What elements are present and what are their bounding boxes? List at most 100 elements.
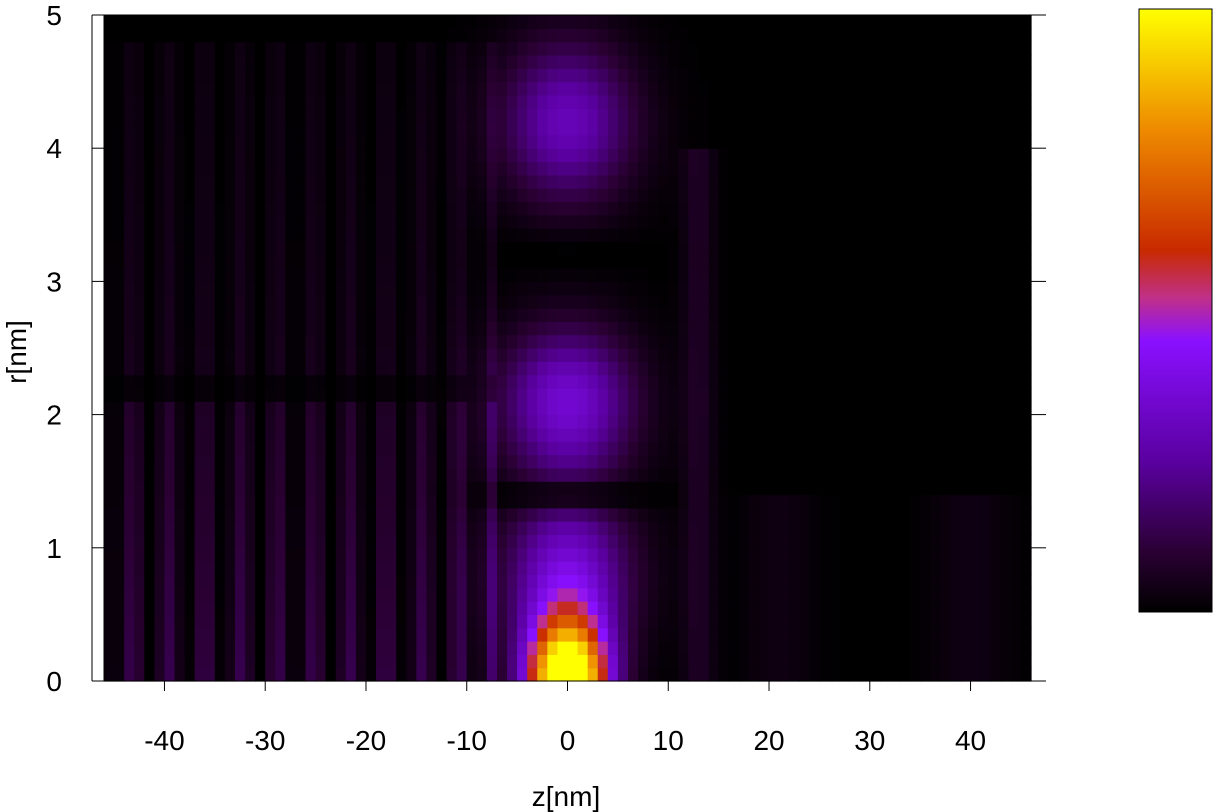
heatmap-cell <box>224 374 236 389</box>
heatmap-cell <box>496 321 508 336</box>
heatmap-cell <box>265 148 276 163</box>
heatmap-cell <box>345 587 357 602</box>
heatmap-cell <box>658 361 669 376</box>
heatmap-cell <box>607 441 619 456</box>
heatmap-cell <box>507 134 518 149</box>
heatmap-cell <box>104 667 115 682</box>
heatmap-cell <box>557 161 569 176</box>
heatmap-cell <box>648 334 659 349</box>
heatmap-cell <box>819 241 831 256</box>
heatmap-cell <box>285 228 297 243</box>
heatmap-cell <box>789 361 800 376</box>
heatmap-cell <box>355 361 367 376</box>
heatmap-cell <box>285 361 297 376</box>
heatmap-cell <box>930 161 941 176</box>
heatmap-cell <box>114 54 125 69</box>
heatmap-cell <box>758 68 770 83</box>
heatmap-cell <box>325 414 337 429</box>
heatmap-cell <box>134 121 145 136</box>
heatmap-cell <box>365 228 377 243</box>
heatmap-cell <box>446 361 458 376</box>
heatmap-cell <box>738 374 750 389</box>
heatmap-cell <box>486 241 498 256</box>
heatmap-cell <box>819 228 831 243</box>
heatmap-cell <box>1010 121 1022 136</box>
heatmap-cell <box>345 427 357 442</box>
heatmap-cell <box>910 54 921 69</box>
heatmap-cell <box>204 81 216 96</box>
heatmap-cell <box>214 268 226 282</box>
heatmap-cell <box>789 454 800 469</box>
heatmap-cell <box>789 161 800 176</box>
heatmap-cell <box>426 574 438 589</box>
heatmap-cell <box>668 254 679 269</box>
heatmap-cell <box>869 68 881 83</box>
heatmap-cell <box>265 334 276 349</box>
heatmap-cell <box>335 481 347 496</box>
heatmap-cell <box>355 228 367 243</box>
heatmap-cell <box>819 467 831 482</box>
heatmap-cell <box>960 174 972 189</box>
heatmap-cell <box>688 174 700 189</box>
heatmap-cell <box>507 28 518 43</box>
heatmap-cell <box>789 561 800 576</box>
heatmap-cell <box>194 627 206 642</box>
heatmap-cell <box>104 268 115 282</box>
heatmap-cell <box>164 54 176 69</box>
heatmap-cell <box>920 28 931 43</box>
heatmap-cell <box>688 641 700 655</box>
heatmap-cell <box>607 294 619 309</box>
heatmap-cell <box>557 481 569 496</box>
heatmap-cell <box>940 587 951 602</box>
heatmap-cell <box>819 627 831 642</box>
heatmap-cell <box>285 401 297 416</box>
heatmap-cell <box>124 15 135 29</box>
heatmap-cell <box>124 148 135 163</box>
heatmap-cell <box>930 201 941 216</box>
heatmap-cell <box>335 374 347 389</box>
heatmap-cell <box>114 308 125 322</box>
heatmap-cell <box>426 401 438 416</box>
heatmap-cell <box>104 54 115 69</box>
heatmap-cell <box>426 188 438 203</box>
heatmap-cell <box>305 54 317 69</box>
heatmap-cell <box>728 41 740 56</box>
heatmap-cell <box>345 28 357 43</box>
heatmap-cell <box>738 507 750 522</box>
heatmap-cell <box>869 601 881 615</box>
heatmap-cell <box>1020 614 1032 629</box>
heatmap-cell <box>224 148 236 163</box>
heatmap-cell <box>194 574 206 589</box>
heatmap-cell <box>285 308 297 322</box>
heatmap-cell <box>809 254 821 269</box>
heatmap-cell <box>638 68 649 83</box>
heatmap-cell <box>446 28 458 43</box>
heatmap-cell <box>466 68 478 83</box>
heatmap-cell <box>245 467 256 482</box>
heatmap-cell <box>819 254 831 269</box>
heatmap-cell <box>214 68 226 83</box>
heatmap-cell <box>295 454 307 469</box>
heatmap-cell <box>204 467 216 482</box>
heatmap-cell <box>204 41 216 56</box>
heatmap-cell <box>658 214 669 229</box>
heatmap-cell <box>234 641 246 655</box>
heatmap-cell <box>627 161 639 176</box>
heatmap-cell <box>678 454 690 469</box>
heatmap-cell <box>416 521 428 536</box>
heatmap-cell <box>607 387 619 402</box>
heatmap-cell <box>446 521 458 536</box>
heatmap-cell <box>638 521 649 536</box>
heatmap-cell <box>1010 214 1022 229</box>
heatmap-cell <box>466 427 478 442</box>
heatmap-cell <box>194 534 206 549</box>
heatmap-cell <box>345 108 357 123</box>
heatmap-cell <box>134 268 145 282</box>
heatmap-cell <box>164 387 176 402</box>
heatmap-cell <box>688 441 700 456</box>
heatmap-cell <box>940 308 951 322</box>
heatmap-cell <box>124 387 135 402</box>
heatmap-cell <box>174 401 186 416</box>
heatmap-cell <box>879 361 891 376</box>
x-tick-label: 30 <box>854 725 885 756</box>
